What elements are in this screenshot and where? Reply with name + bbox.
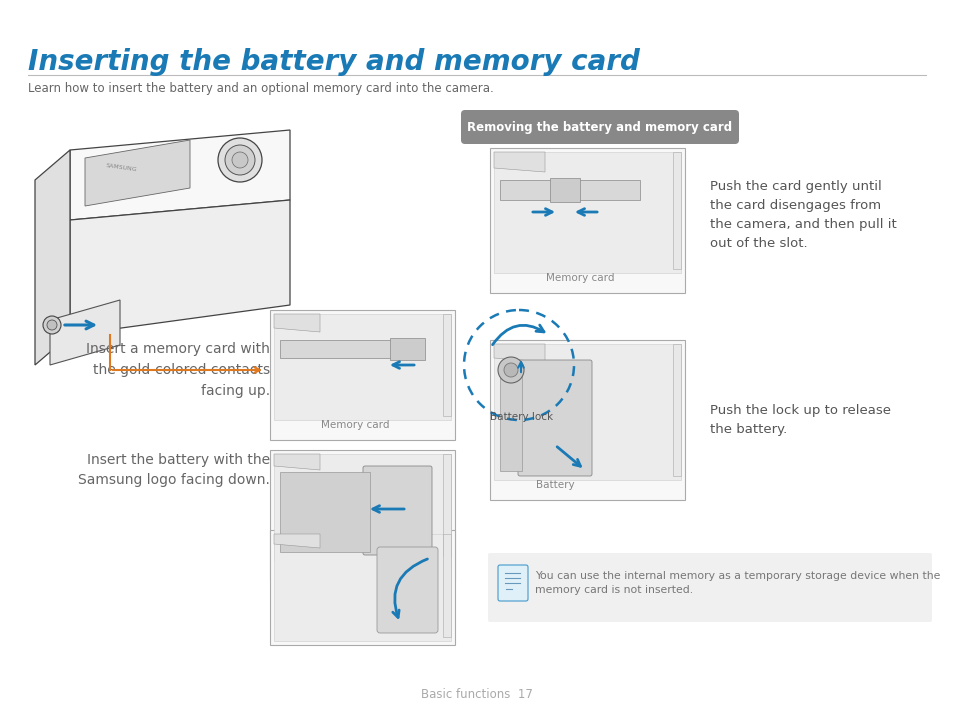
Bar bbox=[672, 152, 680, 269]
FancyBboxPatch shape bbox=[488, 553, 931, 622]
Text: Push the lock up to release
the battery.: Push the lock up to release the battery. bbox=[709, 404, 890, 436]
Polygon shape bbox=[85, 140, 190, 206]
Bar bbox=[274, 454, 451, 560]
Polygon shape bbox=[70, 200, 290, 335]
Bar bbox=[442, 314, 451, 416]
Bar bbox=[280, 340, 415, 358]
Bar bbox=[672, 344, 680, 476]
Circle shape bbox=[503, 363, 517, 377]
Bar bbox=[494, 152, 680, 273]
Bar bbox=[270, 530, 455, 645]
Polygon shape bbox=[50, 300, 120, 365]
Bar bbox=[274, 534, 451, 641]
Circle shape bbox=[218, 138, 262, 182]
Text: Insert a memory card with
the gold-colored contacts
facing up.: Insert a memory card with the gold-color… bbox=[86, 343, 270, 397]
Bar bbox=[274, 314, 451, 420]
Bar bbox=[499, 366, 521, 471]
Text: You can use the internal memory as a temporary storage device when the
memory ca: You can use the internal memory as a tem… bbox=[535, 571, 940, 595]
Bar bbox=[442, 534, 451, 637]
Text: Memory card: Memory card bbox=[320, 420, 389, 430]
Bar bbox=[270, 310, 455, 440]
FancyBboxPatch shape bbox=[363, 466, 432, 555]
Polygon shape bbox=[494, 152, 544, 172]
Bar bbox=[442, 454, 451, 556]
FancyBboxPatch shape bbox=[517, 360, 592, 476]
Text: Insert the battery with the
Samsung logo facing down.: Insert the battery with the Samsung logo… bbox=[78, 453, 270, 487]
Text: Learn how to insert the battery and an optional memory card into the camera.: Learn how to insert the battery and an o… bbox=[28, 82, 494, 95]
Polygon shape bbox=[70, 130, 290, 220]
Circle shape bbox=[497, 357, 523, 383]
Polygon shape bbox=[494, 344, 544, 362]
Polygon shape bbox=[274, 454, 319, 470]
Text: Battery: Battery bbox=[536, 480, 574, 490]
Text: Removing the battery and memory card: Removing the battery and memory card bbox=[467, 120, 732, 133]
Bar bbox=[499, 180, 639, 200]
Bar bbox=[390, 338, 424, 360]
Bar bbox=[490, 148, 684, 293]
Polygon shape bbox=[274, 534, 319, 548]
Bar bbox=[550, 178, 579, 202]
Text: Battery lock: Battery lock bbox=[490, 412, 553, 422]
FancyBboxPatch shape bbox=[376, 547, 437, 633]
Text: Basic functions  17: Basic functions 17 bbox=[420, 688, 533, 701]
Text: Memory card: Memory card bbox=[545, 273, 614, 283]
Text: SAMSUNG: SAMSUNG bbox=[105, 163, 137, 173]
Bar bbox=[280, 472, 370, 552]
Circle shape bbox=[225, 145, 254, 175]
Bar bbox=[270, 450, 455, 580]
FancyBboxPatch shape bbox=[497, 565, 527, 601]
Polygon shape bbox=[274, 314, 319, 332]
Circle shape bbox=[43, 316, 61, 334]
Circle shape bbox=[47, 320, 57, 330]
Bar bbox=[494, 344, 680, 480]
Text: Battery: Battery bbox=[275, 560, 314, 570]
Polygon shape bbox=[35, 150, 70, 365]
FancyBboxPatch shape bbox=[460, 110, 739, 144]
Text: Inserting the battery and memory card: Inserting the battery and memory card bbox=[28, 48, 639, 76]
Bar bbox=[490, 340, 684, 500]
Circle shape bbox=[232, 152, 248, 168]
Text: Push the card gently until
the card disengages from
the camera, and then pull it: Push the card gently until the card dise… bbox=[709, 180, 896, 250]
